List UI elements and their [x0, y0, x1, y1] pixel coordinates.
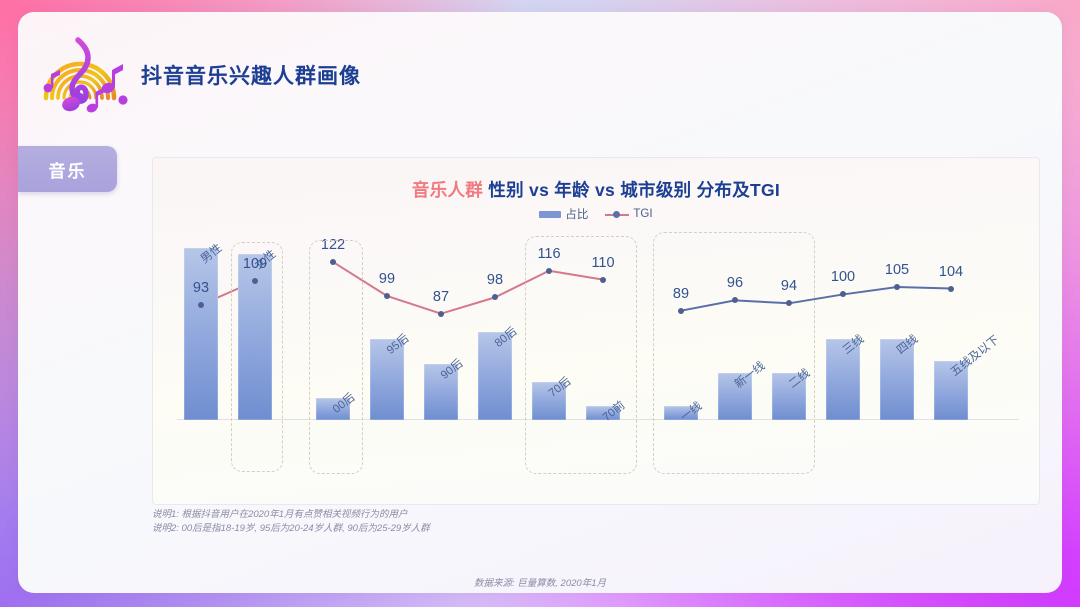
tgi-point[interactable]: [438, 310, 444, 317]
tgi-point[interactable]: [786, 300, 792, 307]
tgi-point[interactable]: [384, 292, 390, 299]
bar-column[interactable]: 90后: [424, 357, 465, 420]
bar[interactable]: [880, 338, 914, 420]
bar-column[interactable]: 一线: [664, 400, 704, 424]
header: 抖音音乐兴趣人群画像: [18, 12, 1062, 130]
data-source: 数据来源: 巨量算数, 2020年1月: [474, 578, 606, 589]
tgi-value-label: 109: [242, 256, 268, 273]
legend-label-share: 占比: [565, 209, 589, 221]
bar[interactable]: [316, 398, 350, 420]
tgi-point[interactable]: [600, 276, 606, 283]
tgi-value-label: 110: [591, 254, 615, 271]
tgi-value-label: 93: [192, 279, 210, 296]
tgi-value-label: 99: [378, 270, 396, 287]
chart-title-highlight: 音乐人群: [411, 180, 484, 200]
highlight-box: [309, 240, 363, 474]
tgi-point[interactable]: [948, 285, 954, 292]
footnotes: 说明1: 根据抖音用户在2020年1月有点赞相关视频行为的用户 说明2: 00后…: [152, 508, 712, 536]
tgi-value-label: 98: [486, 272, 504, 289]
bar-column[interactable]: 新一线: [718, 360, 767, 420]
tgi-point[interactable]: [330, 258, 336, 265]
bar-column[interactable]: 二线: [772, 367, 812, 420]
tgi-point[interactable]: [492, 294, 498, 301]
footnote-2: 说明2: 00后是指18-19岁, 95后为20-24岁人群, 90后为25-2…: [152, 523, 430, 534]
tgi-value-label: 105: [884, 262, 910, 279]
bar[interactable]: [934, 360, 968, 420]
tgi-point[interactable]: [252, 278, 258, 285]
footnote-1: 说明1: 根据抖音用户在2020年1月有点赞相关视频行为的用户: [152, 509, 408, 520]
bar-column[interactable]: 三线: [826, 333, 866, 420]
tgi-value-label: 96: [726, 275, 744, 292]
bar[interactable]: [424, 363, 458, 420]
tgi-point[interactable]: [840, 291, 846, 298]
page-title: 抖音音乐兴趣人群画像: [141, 65, 361, 88]
bar[interactable]: [664, 405, 698, 420]
bar-column[interactable]: 00后: [316, 392, 357, 420]
tgi-value-label: 116: [537, 245, 561, 262]
tgi-value-label: 87: [432, 288, 450, 305]
bar[interactable]: [586, 405, 620, 420]
bar[interactable]: [478, 332, 512, 420]
tgi-value-label: 89: [672, 285, 690, 302]
tgi-line: [332, 261, 604, 315]
bar[interactable]: [532, 382, 566, 420]
bar-column[interactable]: 五线及以下: [934, 334, 1002, 420]
bar-column[interactable]: 70前: [586, 399, 627, 424]
highlight-box: [525, 236, 637, 474]
slide-canvas: 抖音音乐兴趣人群画像 音乐 音乐人群 性别 vs 年龄 vs 城市级别 分布及T…: [18, 12, 1062, 593]
bar[interactable]: [772, 373, 806, 420]
bar[interactable]: [718, 373, 752, 420]
highlight-box: [653, 232, 815, 474]
tgi-point[interactable]: [546, 267, 552, 274]
category-tag[interactable]: 音乐: [18, 146, 117, 192]
tgi-value-label: 94: [780, 278, 798, 295]
chart-legend: 占比 TGI: [153, 206, 1039, 222]
legend-label-tgi: TGI: [633, 208, 653, 220]
music-note-logo-icon: [24, 26, 132, 124]
legend-item-share[interactable]: 占比: [539, 206, 588, 222]
chart-title-rest: 性别 vs 年龄 vs 城市级别 分布及TGI: [483, 180, 781, 200]
tgi-value-label: 100: [830, 269, 856, 286]
tgi-point[interactable]: [732, 297, 738, 304]
bar-swatch-icon: [539, 210, 562, 218]
tgi-point[interactable]: [198, 301, 204, 308]
bar-column[interactable]: 男性: [184, 242, 224, 420]
bar-column[interactable]: 四线: [880, 333, 920, 420]
bar-column[interactable]: 95后: [370, 332, 411, 420]
tgi-point[interactable]: [894, 284, 900, 291]
highlight-box: [231, 242, 283, 472]
line-swatch-icon: [605, 210, 630, 219]
plot-area: 男性 93 女性 109 00后 122 95后 99 90后 87 80后 98 70后 116 70前 1…: [163, 232, 1029, 498]
bar-column[interactable]: 70后: [532, 376, 573, 420]
chart-title: 音乐人群 性别 vs 年龄 vs 城市级别 分布及TGI: [153, 177, 1039, 202]
bar[interactable]: [826, 338, 860, 420]
bar[interactable]: [370, 338, 404, 420]
tgi-point[interactable]: [678, 307, 684, 314]
tgi-value-label: 104: [938, 263, 964, 280]
bar[interactable]: [184, 248, 218, 420]
tgi-line: [680, 286, 952, 312]
bar-column[interactable]: 80后: [478, 326, 519, 420]
legend-item-tgi[interactable]: TGI: [605, 208, 653, 220]
chart-card: 音乐人群 性别 vs 年龄 vs 城市级别 分布及TGI 占比 TGI 男性 93…: [152, 157, 1040, 505]
